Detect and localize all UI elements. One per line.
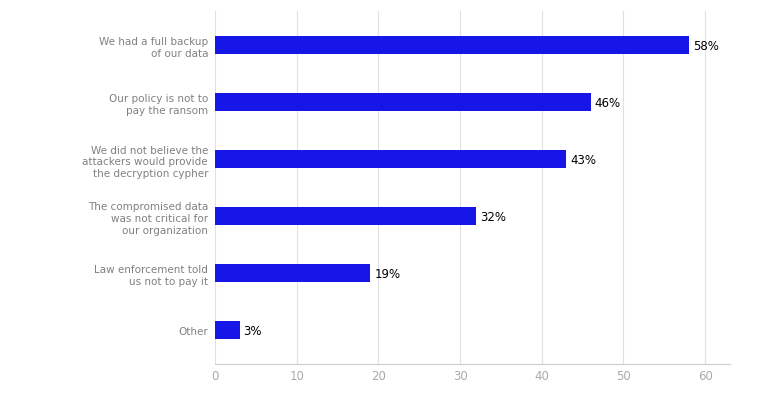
Text: 19%: 19% [374, 267, 400, 280]
Text: 43%: 43% [571, 153, 596, 166]
Text: 58%: 58% [693, 40, 719, 53]
Bar [215, 321, 240, 339]
Text: 3%: 3% [243, 324, 262, 337]
Bar [215, 94, 591, 112]
Text: 32%: 32% [481, 210, 506, 223]
Bar [215, 37, 689, 55]
Bar [215, 151, 566, 169]
Bar [215, 264, 370, 283]
Text: 46%: 46% [595, 97, 621, 110]
Bar [215, 208, 476, 226]
